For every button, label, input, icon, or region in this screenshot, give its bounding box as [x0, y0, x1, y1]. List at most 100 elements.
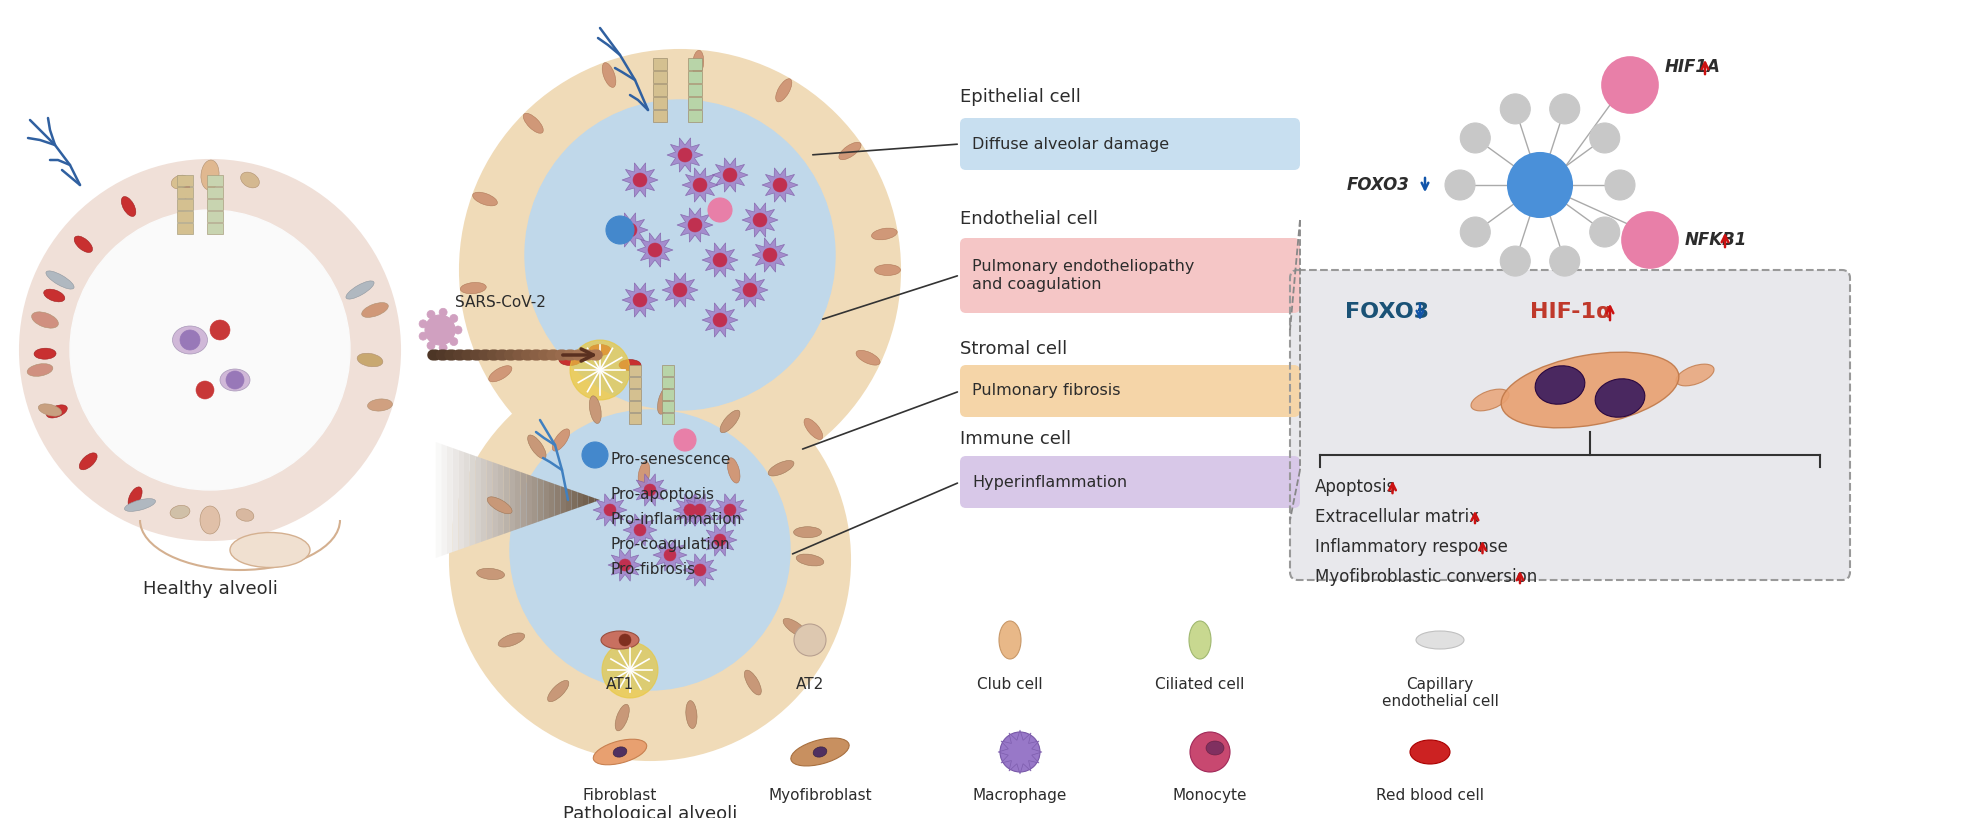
Bar [663, 413, 675, 424]
Bar [653, 58, 667, 70]
Circle shape [1550, 246, 1579, 276]
Text: Myofibroblastic conversion: Myofibroblastic conversion [1314, 568, 1538, 586]
Polygon shape [594, 498, 600, 502]
Polygon shape [752, 238, 788, 272]
Polygon shape [499, 464, 505, 536]
Text: Pro-coagulation: Pro-coagulation [610, 537, 730, 551]
Ellipse shape [857, 350, 881, 365]
Polygon shape [469, 454, 475, 546]
Bar [176, 175, 194, 186]
Text: Epithelial cell: Epithelial cell [960, 88, 1081, 106]
Bar [653, 71, 667, 83]
Polygon shape [712, 158, 748, 192]
Ellipse shape [125, 499, 156, 511]
Text: Club cell: Club cell [978, 677, 1043, 692]
Circle shape [1500, 246, 1530, 276]
Ellipse shape [1409, 740, 1451, 764]
Polygon shape [683, 494, 716, 526]
Ellipse shape [172, 326, 208, 354]
Circle shape [449, 338, 457, 345]
Ellipse shape [522, 114, 544, 133]
Text: HIF1A: HIF1A [1664, 58, 1722, 76]
Circle shape [633, 293, 647, 307]
Circle shape [673, 283, 687, 297]
Circle shape [689, 218, 703, 232]
Polygon shape [447, 446, 453, 554]
Bar [689, 58, 703, 70]
Bar [653, 97, 667, 109]
Text: Pro-apoptosis: Pro-apoptosis [610, 487, 714, 501]
Ellipse shape [613, 747, 627, 757]
Polygon shape [673, 494, 707, 526]
Circle shape [712, 313, 726, 327]
Ellipse shape [46, 271, 73, 289]
Text: Red blood cell: Red blood cell [1375, 788, 1484, 803]
Circle shape [439, 308, 447, 317]
Ellipse shape [619, 359, 641, 371]
Ellipse shape [602, 63, 615, 88]
Text: AT2: AT2 [796, 677, 823, 692]
Bar [663, 389, 675, 400]
Circle shape [439, 344, 447, 352]
Ellipse shape [871, 228, 896, 240]
Text: Inflammatory response: Inflammatory response [1314, 538, 1508, 556]
Bar [653, 84, 667, 96]
Ellipse shape [477, 569, 505, 580]
Circle shape [619, 634, 631, 646]
Bar [689, 110, 703, 122]
Circle shape [420, 332, 427, 340]
Circle shape [226, 371, 243, 389]
Ellipse shape [487, 497, 513, 514]
Ellipse shape [687, 700, 697, 729]
Circle shape [1605, 170, 1635, 200]
Ellipse shape [1189, 732, 1231, 772]
Polygon shape [608, 549, 641, 581]
Circle shape [665, 549, 677, 561]
Circle shape [1508, 153, 1571, 217]
Ellipse shape [28, 364, 53, 376]
Ellipse shape [875, 264, 900, 276]
Ellipse shape [121, 196, 137, 217]
Circle shape [1623, 212, 1678, 268]
Circle shape [643, 484, 655, 496]
Ellipse shape [796, 554, 823, 566]
Circle shape [722, 168, 736, 182]
Polygon shape [732, 273, 768, 307]
Text: AT1: AT1 [606, 677, 633, 692]
FancyBboxPatch shape [960, 365, 1300, 417]
Bar [629, 413, 641, 424]
Ellipse shape [32, 312, 57, 328]
Polygon shape [544, 480, 548, 520]
Polygon shape [566, 488, 572, 512]
Circle shape [695, 564, 707, 576]
Ellipse shape [79, 453, 97, 470]
Circle shape [210, 320, 230, 340]
Ellipse shape [499, 633, 524, 647]
Bar [629, 389, 641, 400]
Ellipse shape [44, 290, 65, 302]
Text: Pro-inflammation: Pro-inflammation [610, 511, 742, 527]
Ellipse shape [794, 527, 821, 537]
Circle shape [449, 360, 851, 760]
Ellipse shape [1189, 621, 1211, 659]
Ellipse shape [744, 670, 762, 695]
Polygon shape [429, 440, 435, 560]
Text: Endothelial cell: Endothelial cell [960, 210, 1098, 228]
Circle shape [685, 504, 697, 516]
Bar [176, 223, 194, 234]
Polygon shape [475, 456, 481, 544]
Polygon shape [667, 138, 703, 172]
Ellipse shape [590, 396, 602, 424]
Ellipse shape [768, 461, 794, 476]
Polygon shape [633, 474, 667, 506]
Polygon shape [505, 466, 509, 534]
Ellipse shape [1205, 741, 1223, 755]
Ellipse shape [172, 175, 188, 189]
Polygon shape [526, 474, 532, 526]
Ellipse shape [590, 344, 612, 356]
Text: Pulmonary fibrosis: Pulmonary fibrosis [972, 384, 1120, 398]
Ellipse shape [794, 624, 825, 656]
Ellipse shape [356, 353, 382, 366]
Bar [176, 211, 194, 222]
Bar [663, 377, 675, 388]
